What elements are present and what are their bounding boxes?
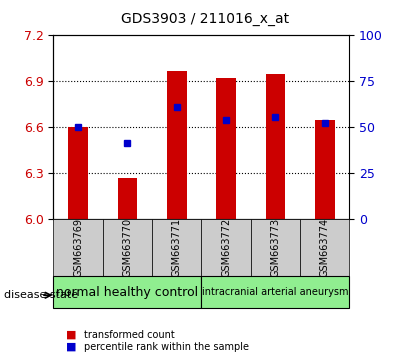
FancyBboxPatch shape xyxy=(300,219,349,276)
Text: GSM663773: GSM663773 xyxy=(270,218,280,278)
Text: ■: ■ xyxy=(66,342,76,352)
FancyBboxPatch shape xyxy=(53,276,201,308)
Bar xyxy=(315,120,335,219)
Text: GSM663774: GSM663774 xyxy=(320,218,330,278)
Text: GSM663769: GSM663769 xyxy=(73,218,83,277)
Text: GSM663770: GSM663770 xyxy=(122,218,132,278)
Text: ■: ■ xyxy=(66,330,76,339)
Bar xyxy=(118,178,137,219)
FancyBboxPatch shape xyxy=(152,219,201,276)
Text: disease state: disease state xyxy=(4,290,78,300)
Text: normal healthy control: normal healthy control xyxy=(56,286,199,298)
FancyBboxPatch shape xyxy=(251,219,300,276)
FancyBboxPatch shape xyxy=(201,276,349,308)
Bar xyxy=(266,74,285,219)
FancyBboxPatch shape xyxy=(53,219,103,276)
Text: GSM663772: GSM663772 xyxy=(221,218,231,278)
Text: percentile rank within the sample: percentile rank within the sample xyxy=(84,342,249,352)
Bar xyxy=(216,78,236,219)
Bar xyxy=(68,127,88,219)
FancyBboxPatch shape xyxy=(201,219,251,276)
Text: GDS3903 / 211016_x_at: GDS3903 / 211016_x_at xyxy=(121,12,290,27)
Text: GSM663771: GSM663771 xyxy=(172,218,182,278)
Text: transformed count: transformed count xyxy=(84,330,175,339)
Bar xyxy=(167,71,187,219)
FancyBboxPatch shape xyxy=(103,219,152,276)
Text: intracranial arterial aneurysm: intracranial arterial aneurysm xyxy=(202,287,349,297)
